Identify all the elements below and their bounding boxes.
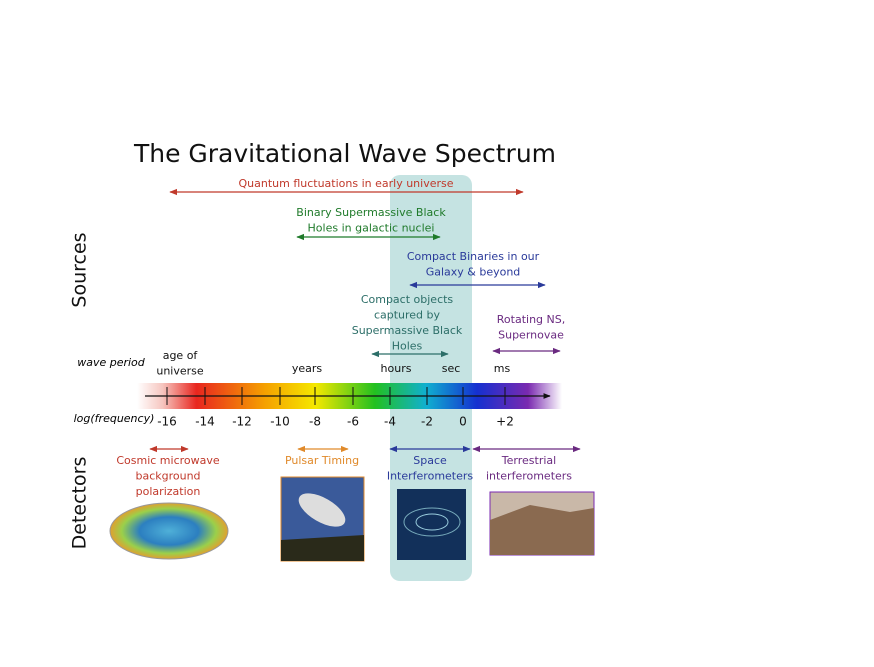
frequency-label: log(frequency) [74, 412, 155, 425]
tick-label: 0 [459, 415, 467, 429]
source-label: Supernovae [498, 329, 564, 342]
source-label: Compact objects [361, 293, 454, 306]
detector-label: Terrestrial [501, 454, 556, 467]
dish [298, 493, 346, 527]
source-label: captured by [374, 309, 441, 322]
source-label: Holes [392, 340, 423, 353]
tick-label: -4 [384, 415, 396, 429]
tick-label: -14 [195, 415, 215, 429]
cmb-image [109, 502, 229, 560]
detector-images [109, 476, 595, 562]
tick-label: -12 [232, 415, 252, 429]
source-label: Quantum fluctuations in early universe [238, 177, 453, 190]
source-label: Galaxy & beyond [426, 266, 521, 279]
wave-period-label: wave period [77, 356, 146, 369]
detector-label: background [135, 470, 200, 483]
source-label: Supermassive Black [352, 324, 463, 337]
wave-period: sec [442, 362, 461, 375]
detectors-label: Detectors [69, 457, 91, 550]
detector-label: Pulsar Timing [285, 454, 359, 467]
tick-label: -6 [347, 415, 359, 429]
detector-label: interferometers [486, 470, 572, 483]
detector-label: Cosmic microwave [116, 454, 220, 467]
wave-period: ms [494, 362, 511, 375]
wave-period: years [292, 362, 323, 375]
wave-period: age of [163, 349, 199, 362]
space-band [390, 175, 472, 581]
detector-label: Interferometers [387, 470, 474, 483]
source-label: Compact Binaries in our [407, 250, 540, 263]
source-label: Holes in galactic nuclei [308, 222, 435, 235]
terrain [490, 505, 594, 555]
wave [415, 513, 449, 531]
title: The Gravitational Wave Spectrum [133, 139, 556, 168]
wave-period: universe [156, 365, 204, 378]
wave [403, 507, 461, 537]
space-image [397, 489, 466, 560]
sources-label: Sources [69, 232, 91, 307]
tick-label: +2 [496, 415, 514, 429]
detector-label: polarization [136, 485, 201, 498]
tick-label: -2 [421, 415, 433, 429]
source-label: Rotating NS, [497, 313, 565, 326]
tick-label: -10 [270, 415, 290, 429]
pulsar-ground [281, 535, 364, 561]
detector-label: Space [413, 454, 447, 467]
tick-label: -16 [157, 415, 177, 429]
wave-period: hours [381, 362, 412, 375]
source-label: Binary Supermassive Black [296, 206, 446, 219]
tick-label: -8 [309, 415, 321, 429]
